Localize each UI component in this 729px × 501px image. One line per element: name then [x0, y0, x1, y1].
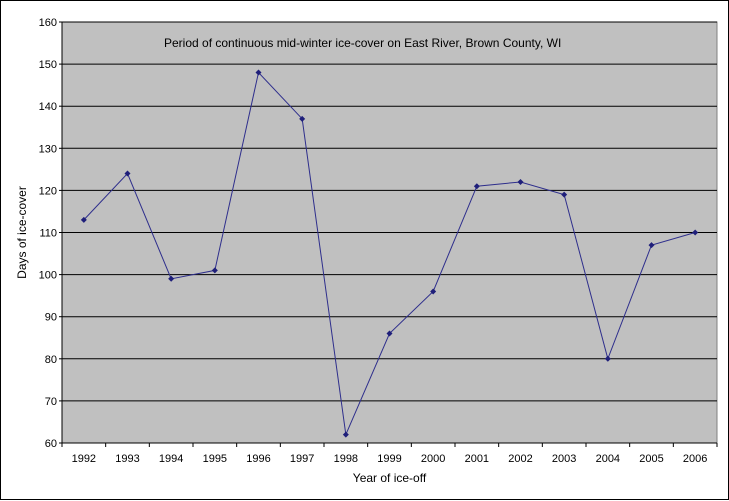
- y-tick-label-160: 160: [39, 17, 57, 29]
- x-axis-ticks: [61, 443, 718, 447]
- chart-title: Period of continuous mid-winter ice-cove…: [164, 36, 561, 50]
- data-point-2006: [692, 229, 699, 236]
- y-tick-label-140: 140: [39, 101, 57, 113]
- data-point-2000: [430, 288, 437, 295]
- x-tick-label-1992: 1992: [72, 453, 96, 465]
- y-tick-label-120: 120: [39, 185, 57, 197]
- data-point-1997: [299, 115, 306, 122]
- data-point-1993: [124, 170, 131, 177]
- x-tick-label-1993: 1993: [115, 453, 139, 465]
- x-tick-label-1995: 1995: [203, 453, 227, 465]
- y-tick-label-90: 90: [45, 312, 57, 324]
- data-point-1999: [386, 330, 393, 337]
- data-point-2003: [561, 191, 568, 198]
- data-point-2004: [604, 355, 611, 362]
- data-point-2005: [648, 242, 655, 249]
- data-point-1996: [255, 69, 262, 76]
- data-point-2002: [517, 178, 524, 185]
- data-point-2001: [473, 183, 480, 190]
- y-tick-label-100: 100: [39, 270, 57, 282]
- x-tick-label-2000: 2000: [421, 453, 445, 465]
- grid-lines: [59, 21, 717, 444]
- series-markers: [80, 69, 699, 438]
- y-tick-label-60: 60: [45, 438, 57, 450]
- y-tick-label-80: 80: [45, 354, 57, 366]
- x-axis-title: Year of ice-off: [353, 471, 427, 485]
- x-tick-label-1994: 1994: [159, 453, 183, 465]
- x-tick-label-1998: 1998: [334, 453, 358, 465]
- data-point-1998: [342, 431, 349, 438]
- x-tick-label-1999: 1999: [377, 453, 401, 465]
- y-tick-labels: 60 70 80 90 100 110 120 130 140 150 160: [39, 17, 57, 450]
- x-tick-label-2002: 2002: [508, 453, 532, 465]
- x-tick-label-1997: 1997: [290, 453, 314, 465]
- x-tick-label-2001: 2001: [465, 453, 489, 465]
- data-point-1995: [211, 267, 218, 274]
- x-tick-labels: 1992 1993 1994 1995 1996 1997 1998 1999 2000 2001…: [72, 453, 708, 465]
- y-axis-title: Days of ice-cover: [15, 186, 29, 279]
- y-tick-label-150: 150: [39, 59, 57, 71]
- x-tick-label-2004: 2004: [596, 453, 620, 465]
- x-tick-label-2003: 2003: [552, 453, 576, 465]
- y-tick-label-110: 110: [39, 228, 57, 240]
- x-tick-label-1996: 1996: [246, 453, 270, 465]
- data-point-1994: [168, 275, 175, 282]
- y-tick-label-70: 70: [45, 396, 57, 408]
- data-point-1992: [80, 216, 87, 223]
- y-tick-label-130: 130: [39, 143, 57, 155]
- x-tick-label-2006: 2006: [683, 453, 707, 465]
- x-tick-label-2005: 2005: [639, 453, 663, 465]
